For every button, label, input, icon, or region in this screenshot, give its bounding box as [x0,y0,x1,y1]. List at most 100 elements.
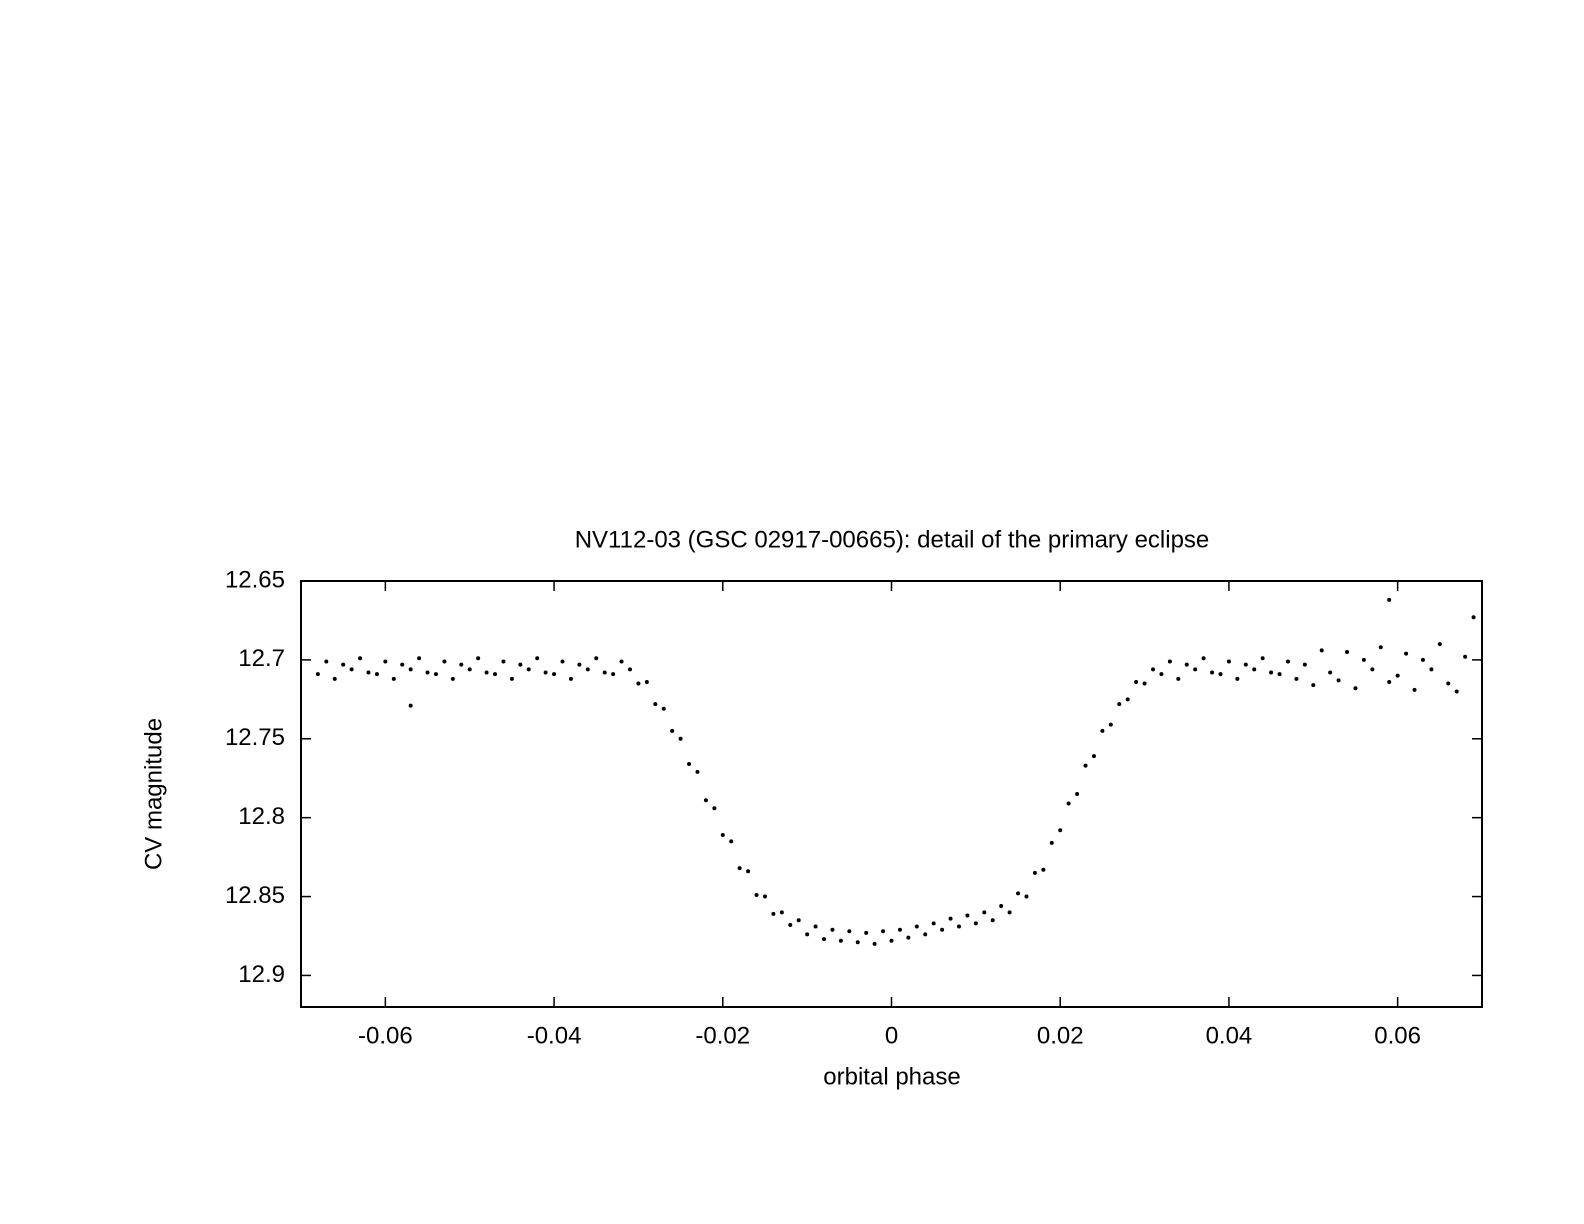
data-point [695,769,700,774]
x-tick-label: 0.02 [1037,1022,1084,1049]
data-point [459,662,464,667]
data-point [703,798,708,803]
data-point [493,672,498,677]
data-point [670,728,675,733]
data-point [838,938,843,943]
data-point [897,927,902,932]
data-point [1420,657,1425,662]
data-point [1159,672,1164,677]
data-point [1378,645,1383,650]
data-point [990,918,995,923]
data-point [366,670,371,675]
data-point [796,918,801,923]
data-point [484,670,489,675]
data-point [889,938,894,943]
y-axis-label: CV magnitude [140,718,167,870]
data-point [644,679,649,684]
data-point [1387,597,1392,602]
data-point [383,659,388,664]
data-point [931,921,936,926]
x-axis-label: orbital phase [823,1063,960,1090]
data-point [636,681,641,686]
data-point [1429,667,1434,672]
data-point [1311,683,1316,688]
data-point [779,910,784,915]
data-point [585,667,590,672]
data-point [408,703,413,708]
data-point [754,892,759,897]
data-point [1218,672,1223,677]
data-point [948,916,953,921]
data-point [746,869,751,874]
data-point [1302,662,1307,667]
data-point [923,932,928,937]
data-point [788,922,793,927]
data-point [1471,615,1476,620]
data-point [1066,801,1071,806]
data-point [1345,650,1350,654]
data-point [332,676,337,681]
data-point [1404,651,1409,656]
data-point [1210,670,1215,675]
data-point [956,924,961,929]
chart-title: NV112-03 (GSC 02917-00665): detail of th… [575,526,1210,553]
data-point [1108,722,1113,727]
data-point [535,656,540,661]
data-point [476,656,481,661]
data-point [425,670,430,675]
data-point [1201,656,1206,661]
y-tick-label: 12.75 [225,724,285,751]
data-point [1167,659,1172,664]
data-point [1142,681,1147,686]
data-point [1269,670,1274,675]
data-point [1235,676,1240,681]
data-point [830,927,835,932]
data-point [501,659,506,664]
data-point [509,676,514,681]
data-point [1024,894,1029,899]
y-tick-label: 12.8 [238,803,285,830]
data-point [1294,676,1299,681]
data-point [1395,673,1400,678]
data-point [1083,763,1088,768]
data-point [965,913,970,918]
data-point [1075,792,1080,796]
data-point [619,659,624,664]
data-point [881,929,886,934]
data-point [1361,657,1366,662]
data-point [914,924,919,929]
data-point [1193,667,1198,672]
data-point [408,667,413,672]
data-point [315,672,320,677]
data-point [813,924,818,929]
data-point [855,940,860,945]
data-point [400,662,405,667]
data-point [1091,754,1096,759]
data-point [729,839,734,844]
data-point [1125,697,1130,702]
data-point [1176,676,1181,681]
data-point [661,706,666,711]
data-point [1252,667,1257,672]
data-point [349,667,354,672]
data-point [1387,679,1392,684]
data-point [1328,670,1333,675]
data-point [1370,667,1375,672]
data-point [518,662,523,667]
data-point [720,833,725,838]
data-point [594,656,599,661]
data-point [577,662,582,667]
data-point [374,672,379,677]
data-point [1412,687,1417,692]
data-point [973,921,978,926]
data-point [1446,681,1451,686]
x-tick-label: -0.04 [527,1022,582,1049]
data-point [1016,891,1021,896]
data-point [1226,659,1231,664]
data-point [737,866,742,871]
data-point [1049,840,1054,845]
data-point [1336,678,1341,683]
data-point [1243,662,1248,667]
data-point [1117,702,1122,707]
